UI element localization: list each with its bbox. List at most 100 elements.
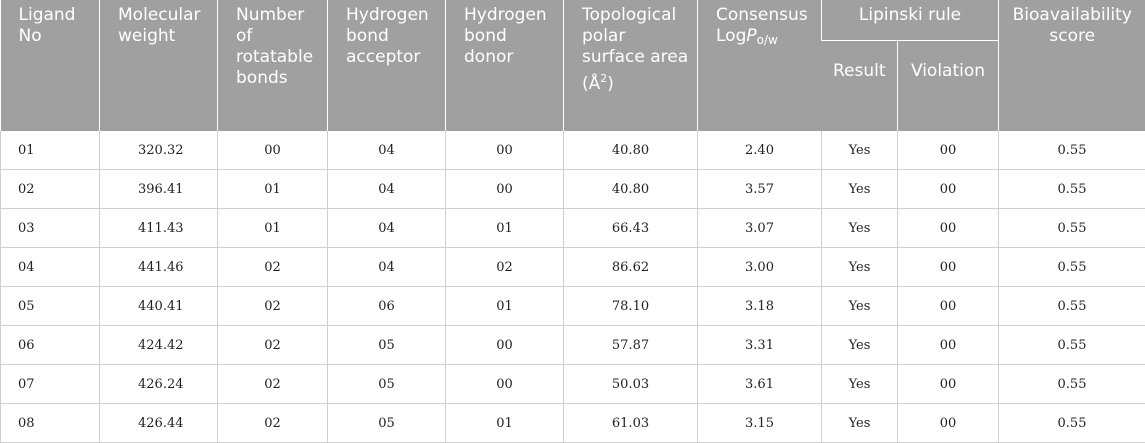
cell-lipinski-violation: 00	[898, 209, 999, 248]
header-lipinski-result: Result	[822, 41, 898, 132]
cell-lipinski-result: Yes	[822, 170, 898, 209]
header-hbond-donor: Hydrogen bond donor	[446, 0, 564, 131]
cell-consensus-logp: 3.18	[698, 287, 822, 326]
cell-hbond-donor: 01	[446, 404, 564, 443]
cell-bioavailability: 0.55	[999, 365, 1145, 404]
header-tpsa-suffix: )	[607, 74, 614, 94]
cell-bioavailability: 0.55	[999, 170, 1145, 209]
cell-rotatable-bonds: 01	[218, 209, 328, 248]
cell-consensus-logp: 3.31	[698, 326, 822, 365]
cell-consensus-logp: 3.07	[698, 209, 822, 248]
cell-lipinski-violation: 00	[898, 287, 999, 326]
header-logp-sub: o/w	[757, 33, 778, 47]
cell-ligand-no: 01	[1, 131, 100, 170]
cell-lipinski-violation: 00	[898, 170, 999, 209]
cell-tpsa: 66.43	[564, 209, 698, 248]
cell-lipinski-result: Yes	[822, 326, 898, 365]
cell-molecular-weight: 320.32	[100, 131, 218, 170]
cell-rotatable-bonds: 01	[218, 170, 328, 209]
cell-lipinski-violation: 00	[898, 404, 999, 443]
cell-ligand-no: 07	[1, 365, 100, 404]
header-lipinski-rule: Lipinski rule	[822, 0, 999, 41]
cell-ligand-no: 05	[1, 287, 100, 326]
cell-consensus-logp: 2.40	[698, 131, 822, 170]
cell-tpsa: 57.87	[564, 326, 698, 365]
cell-hbond-donor: 01	[446, 287, 564, 326]
header-molecular-weight: Molecular weight	[100, 0, 218, 131]
cell-ligand-no: 03	[1, 209, 100, 248]
cell-hbond-acceptor: 06	[328, 287, 446, 326]
cell-tpsa: 61.03	[564, 404, 698, 443]
cell-rotatable-bonds: 00	[218, 131, 328, 170]
cell-lipinski-violation: 00	[898, 131, 999, 170]
cell-consensus-logp: 3.57	[698, 170, 822, 209]
cell-bioavailability: 0.55	[999, 287, 1145, 326]
header-consensus-logp: Consensus LogPo/w	[698, 0, 822, 131]
cell-ligand-no: 06	[1, 326, 100, 365]
cell-bioavailability: 0.55	[999, 326, 1145, 365]
cell-molecular-weight: 426.24	[100, 365, 218, 404]
cell-consensus-logp: 3.61	[698, 365, 822, 404]
cell-hbond-donor: 00	[446, 170, 564, 209]
cell-hbond-donor: 02	[446, 248, 564, 287]
cell-hbond-acceptor: 04	[328, 209, 446, 248]
cell-bioavailability: 0.55	[999, 404, 1145, 443]
header-hbond-acceptor: Hydrogen bond acceptor	[328, 0, 446, 131]
cell-molecular-weight: 396.41	[100, 170, 218, 209]
cell-rotatable-bonds: 02	[218, 404, 328, 443]
cell-rotatable-bonds: 02	[218, 248, 328, 287]
cell-hbond-acceptor: 05	[328, 404, 446, 443]
cell-hbond-donor: 01	[446, 209, 564, 248]
cell-tpsa: 40.80	[564, 170, 698, 209]
cell-lipinski-result: Yes	[822, 365, 898, 404]
cell-molecular-weight: 440.41	[100, 287, 218, 326]
cell-hbond-donor: 00	[446, 326, 564, 365]
cell-lipinski-result: Yes	[822, 131, 898, 170]
header-lipinski-violation: Violation	[898, 41, 999, 132]
cell-molecular-weight: 441.46	[100, 248, 218, 287]
cell-tpsa: 78.10	[564, 287, 698, 326]
header-bioavailability: Bioavailability score	[999, 0, 1145, 131]
cell-molecular-weight: 426.44	[100, 404, 218, 443]
cell-rotatable-bonds: 02	[218, 287, 328, 326]
cell-hbond-acceptor: 04	[328, 131, 446, 170]
cell-lipinski-violation: 00	[898, 248, 999, 287]
cell-lipinski-result: Yes	[822, 404, 898, 443]
cell-hbond-acceptor: 04	[328, 248, 446, 287]
cell-hbond-donor: 00	[446, 131, 564, 170]
header-rotatable-bonds: Number of rotatable bonds	[218, 0, 328, 131]
cell-lipinski-result: Yes	[822, 248, 898, 287]
cell-molecular-weight: 411.43	[100, 209, 218, 248]
header-tpsa: Topological polar surface area (Å2)	[564, 0, 698, 131]
table-header: Ligand No Molecular weight Number of rot…	[1, 0, 1145, 131]
cell-hbond-donor: 00	[446, 365, 564, 404]
cell-ligand-no: 08	[1, 404, 100, 443]
cell-lipinski-result: Yes	[822, 209, 898, 248]
cell-hbond-acceptor: 04	[328, 170, 446, 209]
cell-lipinski-result: Yes	[822, 287, 898, 326]
cell-lipinski-violation: 00	[898, 365, 999, 404]
header-logp-p: P	[746, 26, 756, 46]
cell-hbond-acceptor: 05	[328, 365, 446, 404]
header-ligand-no: Ligand No	[1, 0, 100, 131]
cell-tpsa: 86.62	[564, 248, 698, 287]
cell-ligand-no: 02	[1, 170, 100, 209]
cell-bioavailability: 0.55	[999, 248, 1145, 287]
cell-rotatable-bonds: 02	[218, 326, 328, 365]
cell-bioavailability: 0.55	[999, 209, 1145, 248]
cell-ligand-no: 04	[1, 248, 100, 287]
cell-lipinski-violation: 00	[898, 326, 999, 365]
header-tpsa-text: Topological polar surface area (Å	[582, 5, 688, 94]
cell-tpsa: 50.03	[564, 365, 698, 404]
cell-rotatable-bonds: 02	[218, 365, 328, 404]
